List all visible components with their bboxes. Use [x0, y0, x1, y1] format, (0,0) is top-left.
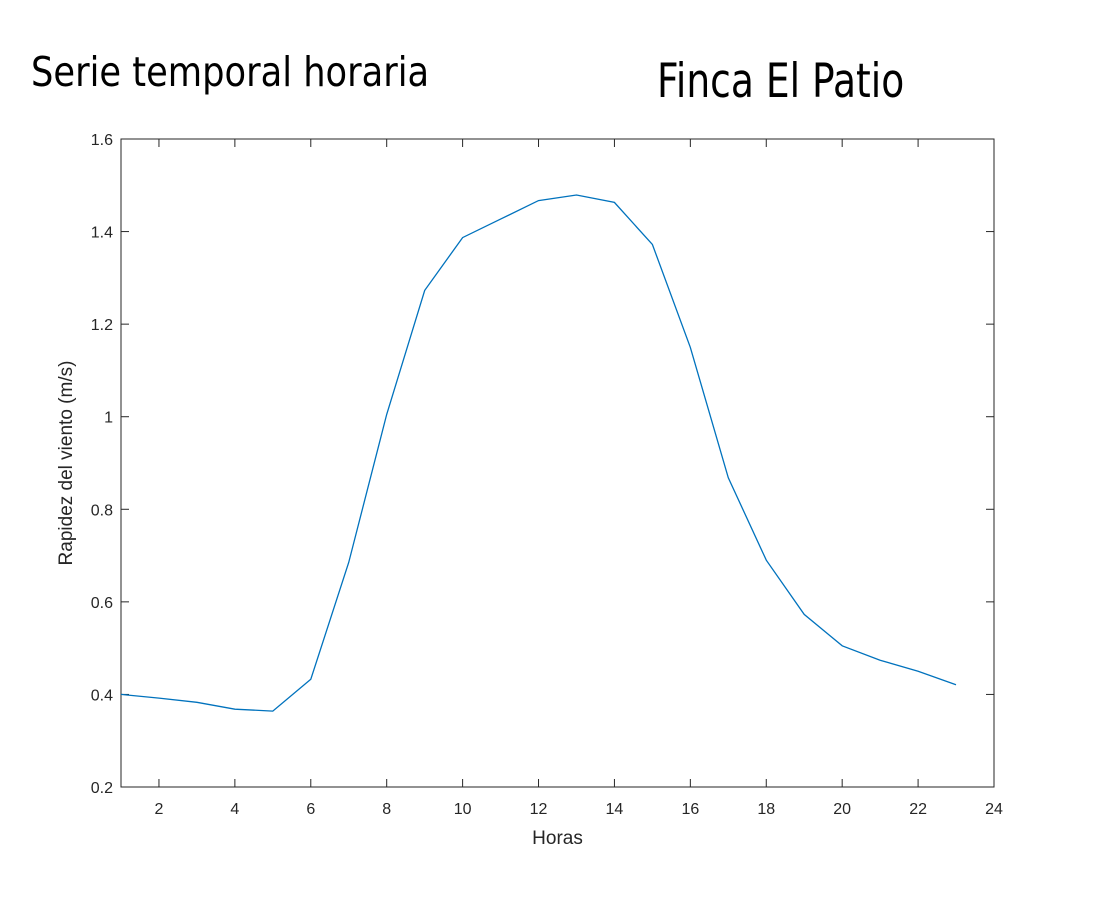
y-tick-label: 0.4: [91, 687, 113, 704]
x-tick-label: 4: [230, 801, 239, 818]
plot-area: [120, 138, 995, 788]
x-tick-label: 18: [757, 801, 775, 818]
x-tick-label: 14: [606, 801, 624, 818]
y-tick-label: 1: [104, 410, 113, 427]
y-tick-label: 0.8: [91, 502, 113, 519]
x-tick-label: 10: [454, 801, 472, 818]
x-tick-label: 24: [985, 801, 1003, 818]
series-layer: [120, 194, 957, 712]
y-tick-label: 0.6: [91, 595, 113, 612]
x-tick-label: 8: [382, 801, 391, 818]
chart-title-left: Serie temporal horaria: [31, 48, 430, 96]
y-axis: 0.2 0.4 0.6 0.8 1 1.2 1.4 1.6: [91, 132, 994, 797]
y-tick-label: 1.4: [91, 225, 113, 242]
x-tick-label: 2: [155, 801, 164, 818]
x-tick-label: 12: [530, 801, 548, 818]
x-axis: 2 4 6 8 10 12 14 16 18 20 22 24: [155, 139, 1003, 818]
y-tick-label: 1.6: [91, 132, 113, 149]
x-tick-label: 22: [909, 801, 927, 818]
x-tick-label: 16: [681, 801, 699, 818]
y-axis-label: Rapidez del viento (m/s): [56, 361, 77, 566]
x-tick-label: 6: [306, 801, 315, 818]
y-tick-label: 1.2: [91, 317, 113, 334]
y-tick-label: 0.2: [91, 780, 113, 797]
series-line: [120, 194, 957, 712]
x-tick-label: 20: [833, 801, 851, 818]
chart-title-right: Finca El Patio: [657, 54, 905, 109]
x-axis-label: Horas: [532, 828, 583, 849]
